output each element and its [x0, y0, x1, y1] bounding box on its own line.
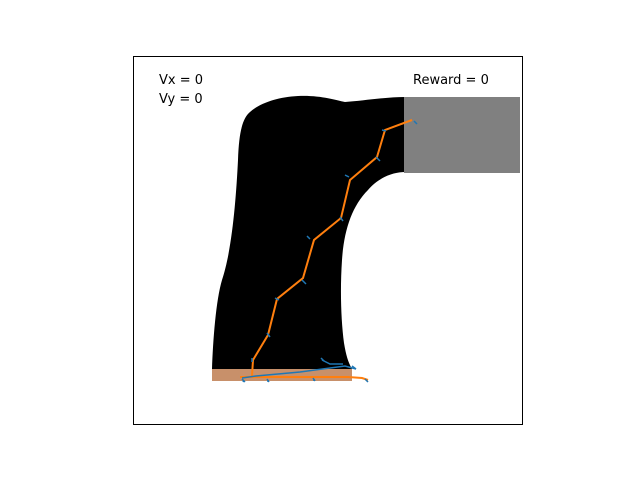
marker	[364, 378, 369, 383]
velocity-y-readout: Vy = 0	[159, 92, 203, 107]
marker	[312, 377, 316, 382]
marker	[381, 129, 387, 132]
sensor-ray	[321, 359, 343, 365]
marker	[344, 174, 350, 178]
marker	[339, 216, 344, 222]
reward-readout: Reward = 0	[413, 73, 489, 88]
track-region	[212, 95, 405, 369]
agent-trajectory	[251, 119, 413, 377]
marker	[375, 156, 381, 162]
marker	[351, 365, 357, 370]
velocity-x-readout: Vx = 0	[159, 73, 204, 88]
marker	[413, 120, 418, 125]
goal-zone	[404, 97, 520, 173]
marker	[301, 279, 307, 285]
sensor-ray	[241, 365, 357, 379]
marker	[320, 357, 325, 362]
marker	[266, 332, 271, 338]
start-pad	[212, 369, 352, 381]
marker	[241, 378, 246, 383]
marker	[274, 297, 280, 301]
sensor-markers	[241, 120, 418, 383]
marker	[306, 235, 311, 240]
marker	[266, 378, 270, 383]
